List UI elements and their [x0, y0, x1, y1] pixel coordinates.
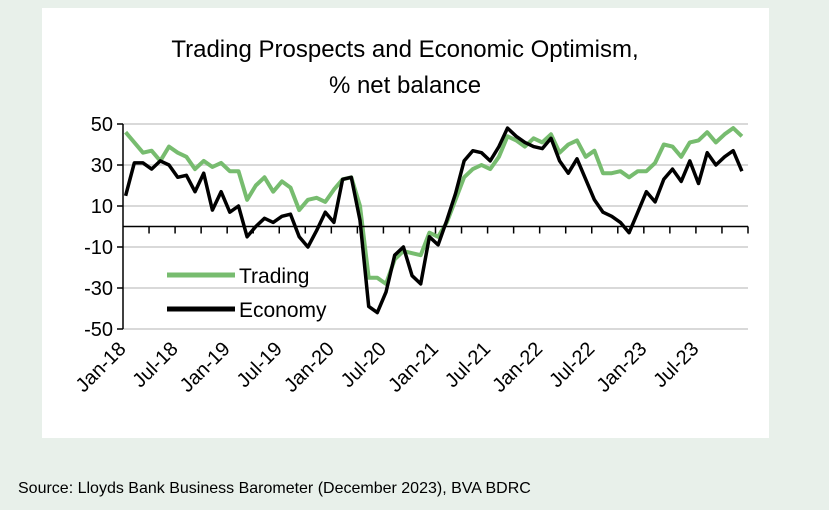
x-tick-label: Jul-21: [441, 338, 495, 392]
series-line-economy: [123, 126, 744, 315]
x-tick-label: Jul-20: [337, 338, 391, 392]
x-tick-label: Jan-23: [593, 338, 652, 397]
line-chart: Trading Prospects and Economic Optimism,…: [72, 36, 749, 397]
x-tick-label: Jul-18: [129, 338, 183, 392]
y-tick-label: 10: [91, 196, 113, 218]
y-tick-label: -30: [84, 278, 113, 300]
series-line-trading: [124, 126, 744, 286]
legend-label-trading: Trading: [239, 265, 309, 288]
chart-panel: Trading Prospects and Economic Optimism,…: [42, 8, 769, 438]
y-tick-label: 50: [91, 114, 113, 136]
x-tick-label: Jan-19: [176, 338, 235, 397]
chart-title-line-1: Trading Prospects and Economic Optimism,: [171, 36, 638, 63]
x-tick-label: Jan-18: [72, 338, 131, 397]
x-tick-label: Jul-19: [233, 338, 287, 392]
legend-label-economy: Economy: [239, 299, 327, 322]
x-tick-label: Jan-21: [384, 338, 443, 397]
source-note: Source: Lloyds Bank Business Barometer (…: [18, 480, 531, 497]
x-tick-label: Jan-22: [488, 338, 547, 397]
chart-title-line-2: % net balance: [329, 72, 481, 99]
x-tick-label: Jan-20: [280, 338, 339, 397]
y-tick-label: -50: [84, 319, 113, 341]
y-tick-label: -10: [84, 237, 113, 259]
x-tick-label: Jul-23: [649, 338, 703, 392]
y-tick-label: 30: [91, 155, 113, 177]
legend: Trading Economy: [167, 265, 327, 322]
x-tick-label: Jul-22: [545, 338, 599, 392]
